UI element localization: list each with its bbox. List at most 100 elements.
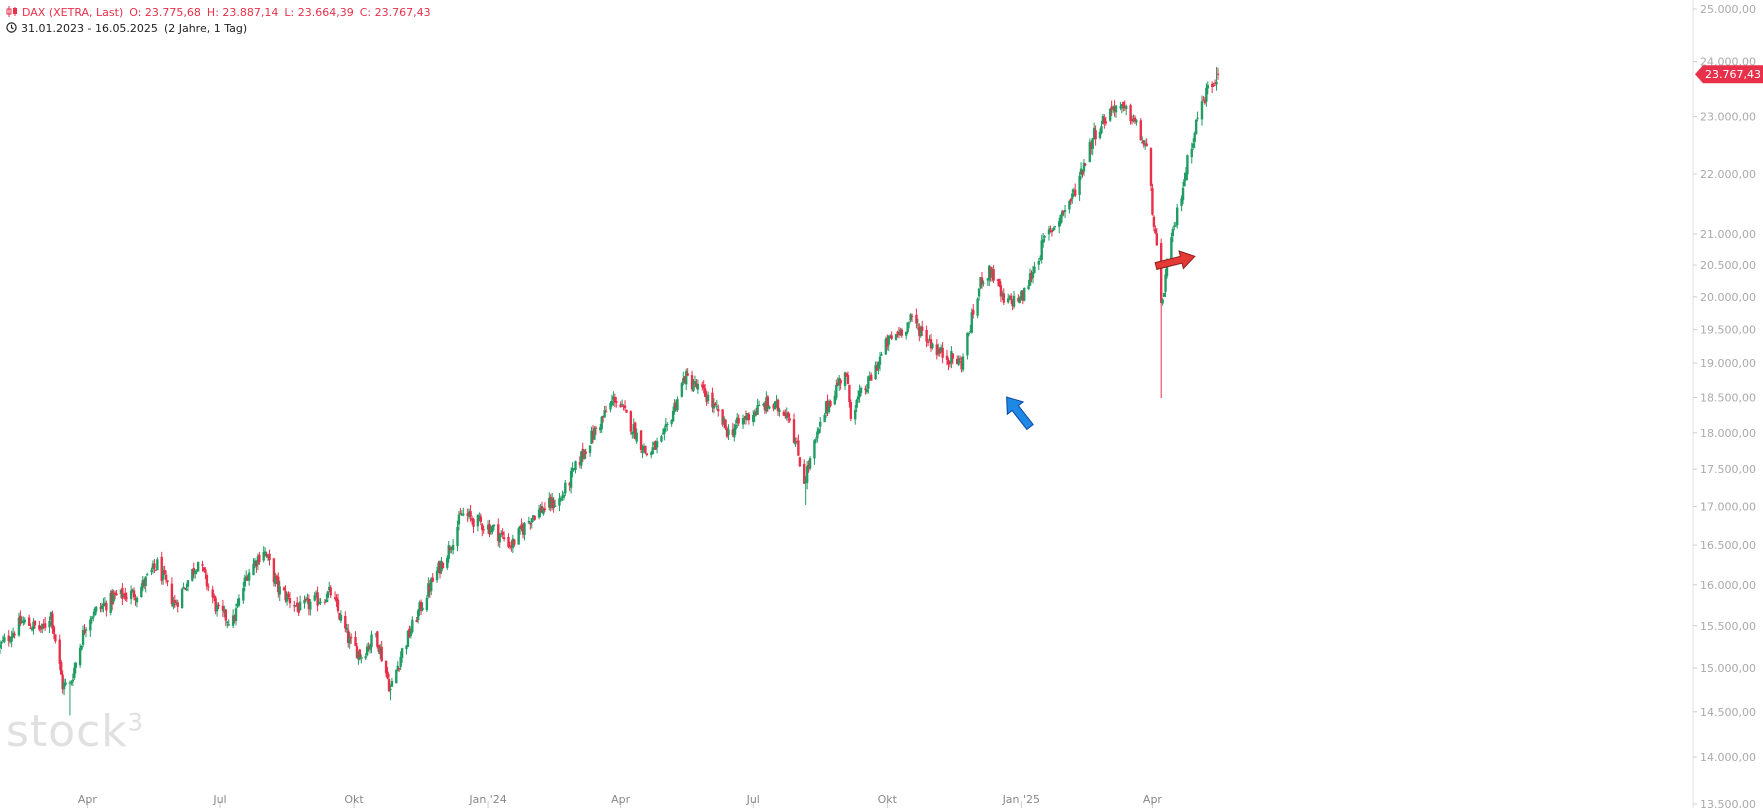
candle	[326, 590, 330, 603]
time-axis[interactable]: Apr Jul Okt Jan '24 Apr Jul Okt Jan '25 Apr	[78, 793, 1163, 808]
candle	[42, 618, 45, 630]
candle	[7, 630, 10, 647]
candle	[304, 596, 308, 603]
candle	[278, 580, 281, 602]
candle	[919, 325, 922, 338]
candle	[878, 351, 882, 371]
candle	[237, 594, 241, 608]
candle	[715, 399, 719, 411]
candle	[644, 445, 647, 454]
candle	[886, 334, 889, 351]
candle	[1119, 101, 1122, 111]
candle	[939, 344, 943, 353]
candle	[192, 562, 195, 578]
candle	[38, 620, 41, 632]
candle	[696, 379, 700, 394]
candle	[1186, 154, 1189, 181]
candle	[498, 532, 501, 548]
candle	[1068, 200, 1071, 214]
candle	[247, 568, 251, 586]
candle	[1194, 118, 1198, 135]
candle	[253, 558, 257, 569]
candle	[1082, 159, 1086, 176]
candle	[632, 418, 635, 439]
candle	[926, 338, 930, 347]
candle	[386, 666, 389, 680]
candle	[792, 413, 796, 444]
candles-group	[0, 67, 1220, 716]
instrument-name[interactable]: DAX (XETRA, Last)	[22, 6, 124, 19]
candle	[870, 372, 873, 381]
candle	[966, 332, 969, 360]
candle	[724, 419, 727, 431]
candle	[368, 643, 372, 654]
candle	[894, 333, 898, 341]
candle	[52, 625, 56, 640]
candle	[858, 384, 861, 403]
candle	[336, 593, 340, 614]
candle	[1132, 114, 1135, 123]
candle	[986, 277, 990, 287]
candle	[998, 278, 1001, 288]
candle	[64, 678, 67, 687]
time-tick-label: Okt	[344, 793, 364, 806]
candle	[950, 346, 953, 369]
candle	[631, 431, 634, 439]
candle	[1213, 79, 1217, 87]
candle	[849, 399, 853, 422]
candle	[1101, 113, 1105, 125]
candle	[645, 452, 649, 457]
candle	[489, 525, 493, 535]
candle	[13, 631, 16, 639]
candle	[367, 642, 370, 652]
candle	[768, 405, 771, 410]
time-tick-label: Jul	[746, 793, 760, 806]
candle	[499, 530, 503, 538]
candle	[650, 451, 653, 459]
candle	[115, 590, 118, 596]
candle	[481, 523, 484, 537]
candle	[297, 602, 300, 617]
candle	[1017, 294, 1020, 303]
candle	[183, 587, 187, 591]
candle	[265, 551, 268, 559]
candle	[717, 404, 720, 417]
candle	[1184, 166, 1188, 181]
candle	[690, 370, 694, 392]
candle	[396, 661, 399, 672]
candle	[1027, 279, 1030, 290]
date-range[interactable]: 31.01.2023 - 16.05.2025	[21, 22, 158, 35]
candle	[84, 626, 88, 638]
candle	[1008, 295, 1011, 300]
candle	[430, 577, 433, 596]
candle	[787, 411, 790, 423]
time-tick-label: Apr	[78, 793, 98, 806]
candle	[51, 610, 54, 634]
candle	[846, 371, 850, 385]
candle	[180, 587, 184, 609]
candle	[833, 390, 837, 406]
candle	[1162, 292, 1166, 298]
ohlc-high: H: 23.887,14	[206, 6, 279, 19]
candle	[813, 439, 816, 465]
candle	[1120, 103, 1124, 114]
candle	[1009, 293, 1013, 304]
candle	[398, 667, 401, 672]
candle	[756, 398, 759, 415]
candle	[89, 615, 92, 637]
candle	[682, 371, 685, 386]
candle	[345, 623, 348, 633]
price-tick-label: 21.000,00	[1700, 228, 1756, 241]
candle	[899, 327, 902, 337]
candle	[1192, 138, 1195, 150]
candle	[451, 539, 455, 555]
candle	[778, 407, 781, 417]
candle	[539, 504, 542, 518]
candle	[258, 551, 261, 565]
price-tick-label: 14.500,00	[1700, 706, 1756, 719]
candle	[307, 594, 311, 616]
price-axis[interactable]: 13.500,00 14.000,00 14.500,00 15.000,00 15.5…	[1693, 3, 1756, 808]
candle	[835, 379, 838, 401]
candle	[329, 585, 332, 599]
